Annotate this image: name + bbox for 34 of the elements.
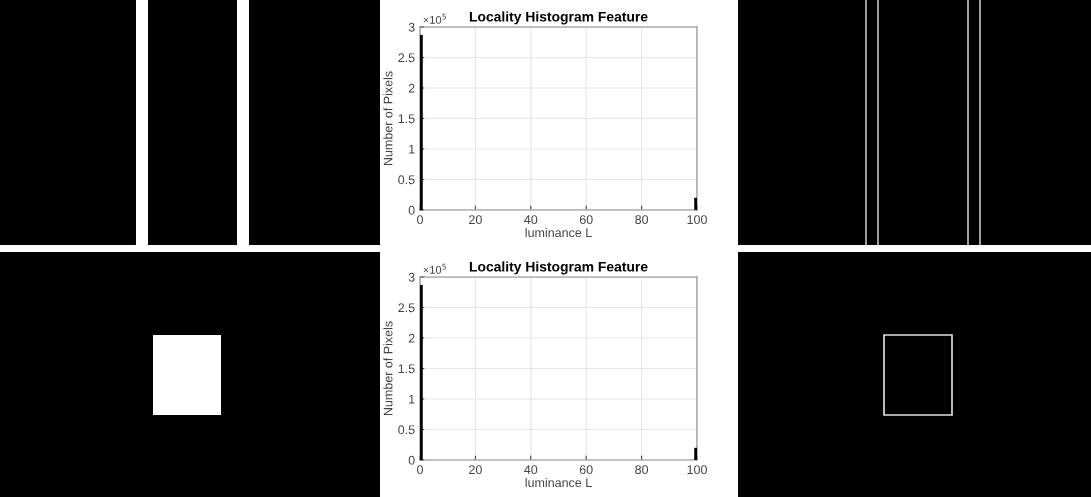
x-tick-label: 0 <box>417 465 423 475</box>
y-axis-title: Number of Pixels <box>383 71 393 166</box>
y-tick-label: 0.5 <box>398 175 415 185</box>
chart-title: Locality Histogram Feature <box>469 261 648 275</box>
x-tick-label: 60 <box>579 215 593 225</box>
y-axis-title: Number of Pixels <box>383 321 393 416</box>
y-tick-label: 2.5 <box>398 53 415 63</box>
y-tick-label: 0.5 <box>398 425 415 435</box>
x-tick-label: 80 <box>635 215 649 225</box>
y-tick-label: 1.5 <box>398 364 415 374</box>
y-tick-label: 1.5 <box>398 114 415 124</box>
x-tick-label: 100 <box>687 215 707 225</box>
y-tick-label: 0 <box>408 455 415 465</box>
x-axis-title: luminance L <box>525 227 592 238</box>
y-tick-label: 2 <box>408 333 415 343</box>
x-tick-label: 40 <box>524 215 538 225</box>
y-tick-label: 0 <box>408 205 415 215</box>
x-tick-label: 20 <box>469 215 482 225</box>
x-axis-title: luminance L <box>525 477 592 488</box>
text: ×10$^{5}$ <box>423 13 446 24</box>
y-tick-label: 2.5 <box>398 303 415 313</box>
y-tick-label: 2 <box>408 83 415 93</box>
x-tick-label: 0 <box>417 215 423 225</box>
y-tick-label: 1 <box>409 394 415 404</box>
x-tick-label: 40 <box>524 465 538 475</box>
x-tick-label: 100 <box>687 465 707 475</box>
x-tick-label: 80 <box>635 465 649 475</box>
y-tick-label: 3 <box>408 22 415 32</box>
y-tick-label: 1 <box>409 144 415 154</box>
chart-title: Locality Histogram Feature <box>469 11 648 25</box>
x-tick-label: 60 <box>579 465 593 475</box>
x-tick-label: 20 <box>469 465 482 475</box>
text: ×10$^{5}$ <box>423 263 446 274</box>
y-tick-label: 3 <box>408 272 415 282</box>
